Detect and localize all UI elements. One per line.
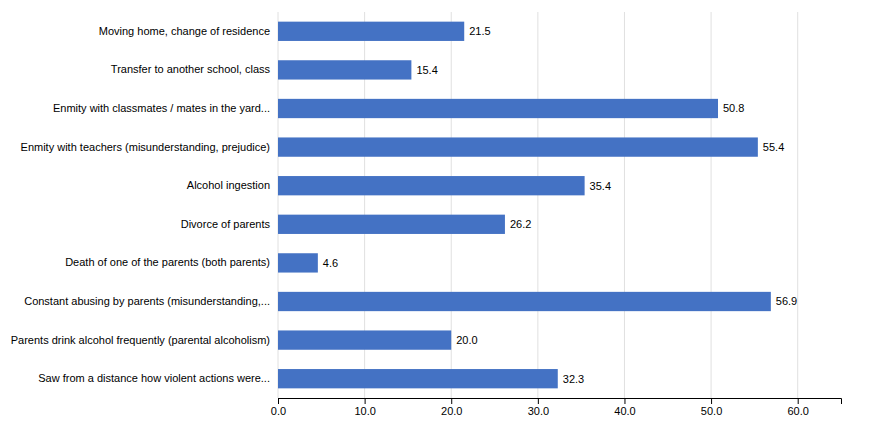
x-axis: 0.0 10.0 20.0 30.0 40.0 50.0 60.0 <box>271 398 842 417</box>
x-axis-line <box>279 399 842 405</box>
data-label: 50.8 <box>723 102 744 114</box>
x-tick-label: 30.0 <box>528 405 549 417</box>
y-tick: Saw from a distance how violent actions … <box>38 372 270 384</box>
y-tick-label: Alcohol ingestion <box>187 179 270 191</box>
bar <box>278 369 558 388</box>
grid-line <box>537 12 538 398</box>
bar <box>278 176 585 195</box>
x-tick-mark <box>365 398 366 404</box>
y-tick: Alcohol ingestion <box>187 179 270 191</box>
y-tick: Enmity with teachers (misunderstanding, … <box>21 141 270 153</box>
x-tick: 0.0 <box>271 398 286 417</box>
bar <box>278 215 505 234</box>
x-tick: 10.0 <box>354 398 375 417</box>
bars <box>278 22 771 389</box>
data-label: 4.6 <box>323 257 338 269</box>
chart-svg: 0.0 10.0 20.0 30.0 40.0 50.0 60.0 Moving home, … <box>0 0 886 432</box>
plot-root: 0.0 10.0 20.0 30.0 40.0 50.0 60.0 Moving home, … <box>11 12 842 417</box>
x-tick-mark <box>451 398 452 404</box>
y-tick-label: Transfer to another school, class <box>111 63 271 75</box>
x-tick-mark <box>711 398 712 404</box>
y-tick: Parents drink alcohol frequently (parent… <box>11 334 270 346</box>
x-tick-mark <box>278 398 279 404</box>
bar <box>278 22 464 41</box>
data-labels: 21.5 15.4 50.8 55.4 35.4 26.2 4.6 56.9 20.0 32.3 <box>323 25 797 384</box>
y-axis: Moving home, change of residence Transfer… <box>11 25 271 384</box>
data-label: 56.9 <box>776 295 797 307</box>
x-tick: 20.0 <box>441 398 462 417</box>
y-tick-label: Enmity with classmates / mates in the ya… <box>53 102 270 114</box>
y-tick-label: Parents drink alcohol frequently (parent… <box>11 334 270 346</box>
x-tick-label: 60.0 <box>787 405 808 417</box>
data-label: 35.4 <box>590 180 611 192</box>
data-label: 55.4 <box>763 141 784 153</box>
y-tick-label: Constant abusing by parents (misundersta… <box>24 295 270 307</box>
x-tick-label: 40.0 <box>614 405 635 417</box>
grid <box>278 12 798 398</box>
y-tick: Enmity with classmates / mates in the ya… <box>53 102 270 114</box>
x-tick-label: 20.0 <box>441 405 462 417</box>
data-label: 26.2 <box>510 218 531 230</box>
y-tick-label: Divorce of parents <box>181 218 271 230</box>
x-tick-mark <box>538 398 539 404</box>
bar <box>278 330 451 349</box>
bar <box>278 99 718 118</box>
grid-line <box>797 12 798 398</box>
data-label: 15.4 <box>416 64 437 76</box>
grid-line <box>711 12 712 398</box>
data-label: 20.0 <box>456 334 477 346</box>
x-tick: 30.0 <box>528 398 549 417</box>
y-tick-label: Enmity with teachers (misunderstanding, … <box>21 141 270 153</box>
x-tick: 60.0 <box>787 398 808 417</box>
y-tick: Divorce of parents <box>181 218 271 230</box>
grid-line <box>624 12 625 398</box>
x-tick: 40.0 <box>614 398 635 417</box>
bar <box>278 60 411 79</box>
x-tick-mark <box>624 398 625 404</box>
data-label: 32.3 <box>563 373 584 385</box>
bar <box>278 253 318 272</box>
x-tick-mark <box>798 398 799 404</box>
y-tick-label: Saw from a distance how violent actions … <box>38 372 270 384</box>
x-tick-label: 50.0 <box>701 405 722 417</box>
y-tick: Constant abusing by parents (misundersta… <box>24 295 270 307</box>
bar <box>278 292 771 311</box>
data-label: 21.5 <box>469 25 490 37</box>
x-tick: 50.0 <box>701 398 722 417</box>
y-tick-label: Death of one of the parents (both parent… <box>65 256 270 268</box>
y-tick: Death of one of the parents (both parent… <box>65 256 270 268</box>
x-tick-label: 0.0 <box>271 405 286 417</box>
bar <box>278 137 758 156</box>
chart-container: 0.0 10.0 20.0 30.0 40.0 50.0 60.0 Moving home, … <box>0 0 886 432</box>
y-tick: Moving home, change of residence <box>99 25 270 37</box>
y-tick-label: Moving home, change of residence <box>99 25 270 37</box>
y-tick: Transfer to another school, class <box>111 63 271 75</box>
x-tick-label: 10.0 <box>354 405 375 417</box>
